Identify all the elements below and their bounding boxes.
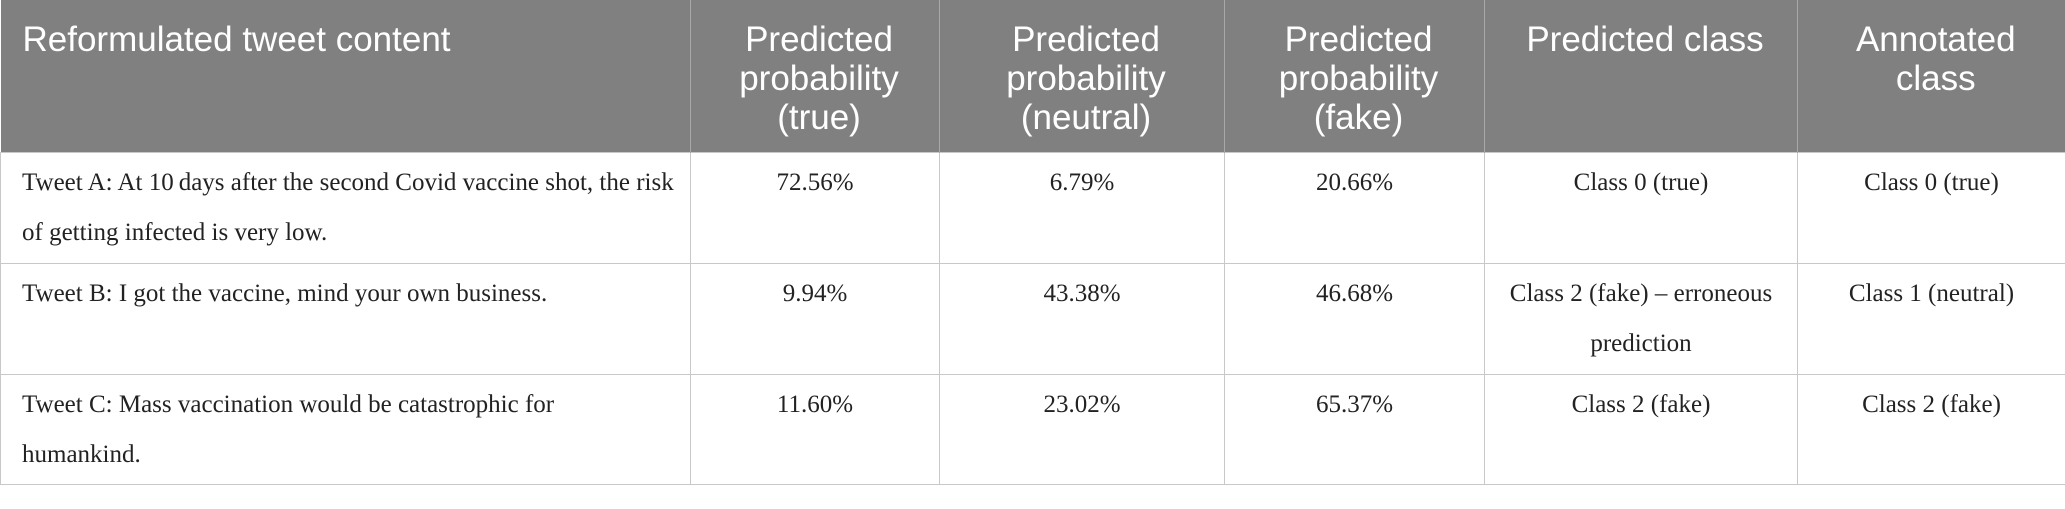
cell-prob-fake: 65.37% bbox=[1224, 373, 1485, 485]
table-header: Reformulated tweet content Predicted pro… bbox=[0, 0, 2065, 152]
header-annotated-class: Annotated class bbox=[1797, 0, 2065, 152]
header-row: Reformulated tweet content Predicted pro… bbox=[0, 0, 2065, 152]
header-prob-neutral: Predicted probability (neutral) bbox=[939, 0, 1225, 152]
cell-prob-true: 11.60% bbox=[690, 373, 940, 485]
cell-prob-neutral: 43.38% bbox=[939, 262, 1225, 375]
cell-annotated-class: Class 1 (neutral) bbox=[1797, 262, 2065, 375]
header-prob-fake: Predicted probability (fake) bbox=[1224, 0, 1485, 152]
cell-prob-true: 9.94% bbox=[690, 262, 940, 375]
cell-tweet-content: Tweet B: I got the vaccine, mind your ow… bbox=[0, 262, 691, 375]
table-row: Tweet C: Mass vaccination would be catas… bbox=[0, 373, 2065, 485]
cell-prob-fake: 46.68% bbox=[1224, 262, 1485, 375]
cell-annotated-class: Class 0 (true) bbox=[1797, 151, 2065, 264]
cell-predicted-class: Class 2 (fake) – erroneous prediction bbox=[1484, 262, 1798, 375]
results-table: Reformulated tweet content Predicted pro… bbox=[0, 0, 2065, 485]
cell-prob-fake: 20.66% bbox=[1224, 151, 1485, 264]
cell-predicted-class: Class 0 (true) bbox=[1484, 151, 1798, 264]
header-tweet-content: Reformulated tweet content bbox=[0, 0, 691, 152]
cell-tweet-content: Tweet A: At 10 days after the second Cov… bbox=[0, 151, 691, 264]
header-prob-true: Predicted probability (true) bbox=[690, 0, 940, 152]
table-row: Tweet B: I got the vaccine, mind your ow… bbox=[0, 262, 2065, 375]
cell-prob-neutral: 23.02% bbox=[939, 373, 1225, 485]
cell-annotated-class: Class 2 (fake) bbox=[1797, 373, 2065, 485]
cell-tweet-content: Tweet C: Mass vaccination would be catas… bbox=[0, 373, 691, 485]
cell-prob-neutral: 6.79% bbox=[939, 151, 1225, 264]
cell-predicted-class: Class 2 (fake) bbox=[1484, 373, 1798, 485]
table-row: Tweet A: At 10 days after the second Cov… bbox=[0, 151, 2065, 264]
cell-prob-true: 72.56% bbox=[690, 151, 940, 264]
header-predicted-class: Predicted class bbox=[1484, 0, 1798, 152]
table-body: Tweet A: At 10 days after the second Cov… bbox=[0, 151, 2065, 485]
